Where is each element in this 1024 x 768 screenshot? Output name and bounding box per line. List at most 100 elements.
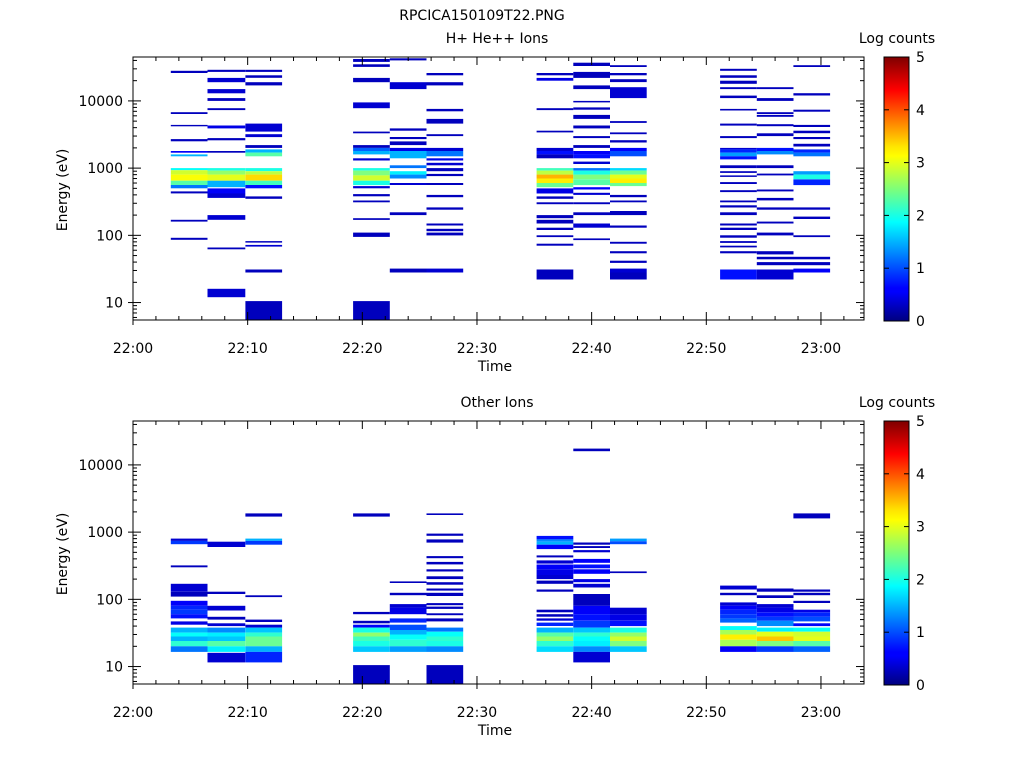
heatmap-cell (207, 652, 246, 663)
heatmap-cell (426, 636, 464, 641)
heatmap-cell (573, 161, 610, 164)
heatmap-cell (389, 639, 427, 647)
heatmap-cell (426, 646, 464, 652)
heatmap-cell (245, 171, 283, 175)
heatmap-cell (720, 190, 757, 193)
heatmap-cell (720, 205, 757, 208)
heatmap-cell (426, 173, 464, 177)
heatmap-cell (426, 613, 464, 616)
heatmap-cell (610, 251, 647, 254)
heatmap-cell (536, 541, 574, 545)
heatmap-cell (353, 175, 390, 181)
heatmap-cell (353, 168, 390, 171)
heatmap-cell (610, 614, 647, 621)
colorbar-tick-label: 1 (916, 625, 925, 641)
heatmap-cell (426, 592, 464, 596)
x-tick-label: 22:50 (686, 705, 726, 721)
heatmap-cell (389, 165, 427, 169)
heatmap-cell (245, 540, 283, 545)
heatmap-cell (793, 627, 831, 632)
y-tick-label: 100 (96, 592, 123, 608)
y-tick-label: 100 (96, 228, 123, 244)
heatmap-cell (720, 618, 757, 623)
heatmap-cell (207, 646, 246, 652)
heatmap-cell (793, 207, 831, 210)
y-axis: 10 100 1000 10000 (78, 59, 864, 318)
heatmap-cell (610, 194, 647, 198)
heatmap-cell (353, 186, 390, 189)
heatmap-cell (170, 185, 208, 189)
heatmap-cell (573, 71, 610, 78)
colorbar-label: Log counts (859, 395, 935, 411)
heatmap-cell (536, 269, 574, 280)
heatmap-cell (573, 651, 610, 663)
heatmap-cell (756, 165, 794, 169)
heatmap-cell (389, 171, 427, 175)
heatmap-cell (536, 202, 574, 205)
heatmap-cell (170, 609, 208, 615)
heatmap-cell (756, 616, 794, 621)
heatmap-cell (536, 646, 574, 652)
heatmap-cell (245, 646, 283, 652)
heatmap-cell (610, 73, 647, 76)
heatmap-cell (720, 175, 757, 177)
heatmap-cell (756, 197, 794, 201)
heatmap-cell (207, 180, 246, 188)
heatmap-cell (720, 223, 757, 226)
heatmap-cell (536, 108, 574, 111)
heatmap-cell (610, 225, 647, 228)
heatmap-cell (426, 641, 464, 647)
heatmap-cell (170, 151, 208, 153)
heatmap-cell (720, 634, 757, 640)
heatmap-cell (756, 269, 794, 280)
heatmap-cell (536, 569, 574, 575)
heatmap-cell (793, 174, 831, 180)
heatmap-cell (536, 614, 574, 617)
colorbar-tick-label: 4 (916, 467, 925, 483)
heatmap-cell (793, 646, 831, 652)
heatmap-cell (756, 627, 794, 632)
colorbar-tick-label: 1 (916, 261, 925, 277)
heatmap-cell (353, 632, 390, 637)
heatmap-cell (610, 65, 647, 67)
heatmap-cell (720, 605, 757, 610)
heatmap-cell (353, 145, 390, 148)
heatmap-cell (536, 535, 574, 540)
heatmap-cell (245, 632, 283, 637)
heatmap-cell (536, 151, 574, 155)
heatmap-cell (170, 154, 208, 157)
heatmap-cell (573, 187, 610, 190)
heatmap-cell (245, 185, 283, 189)
heatmap-cell (426, 207, 464, 210)
heatmap-cell (245, 651, 283, 663)
heatmap-cell (573, 594, 610, 606)
heatmap-cell (610, 260, 647, 263)
heatmap-cell (610, 538, 647, 542)
heatmap-cell (170, 636, 208, 641)
heatmap-cell (207, 215, 246, 220)
heatmap-cell (756, 612, 794, 617)
heatmap-cell (245, 69, 283, 72)
heatmap-cell (170, 600, 208, 606)
heatmap-cell (720, 149, 757, 153)
heatmap-cell (610, 620, 647, 627)
heatmap-cell (793, 592, 831, 596)
colorbar-tick-label: 2 (916, 572, 925, 588)
heatmap-cell (573, 564, 610, 569)
heatmap-cell (207, 288, 246, 298)
heatmap-cell (426, 118, 464, 124)
heatmap-cells (170, 448, 831, 684)
heatmap-cell (610, 132, 647, 135)
heatmap-cell (170, 70, 208, 73)
y-tick-label: 1000 (87, 525, 123, 541)
heatmap-cell (793, 124, 831, 127)
heatmap-cell (793, 152, 831, 157)
heatmap-cell (536, 544, 574, 550)
heatmap-cell (720, 68, 757, 71)
heatmap-cell (720, 585, 757, 590)
heatmap-cell (793, 143, 831, 147)
heatmap-cell (353, 611, 390, 615)
heatmap-cell (573, 168, 610, 171)
heatmap-cell (353, 218, 390, 220)
y-axis-label: Energy (eV) (55, 513, 71, 596)
